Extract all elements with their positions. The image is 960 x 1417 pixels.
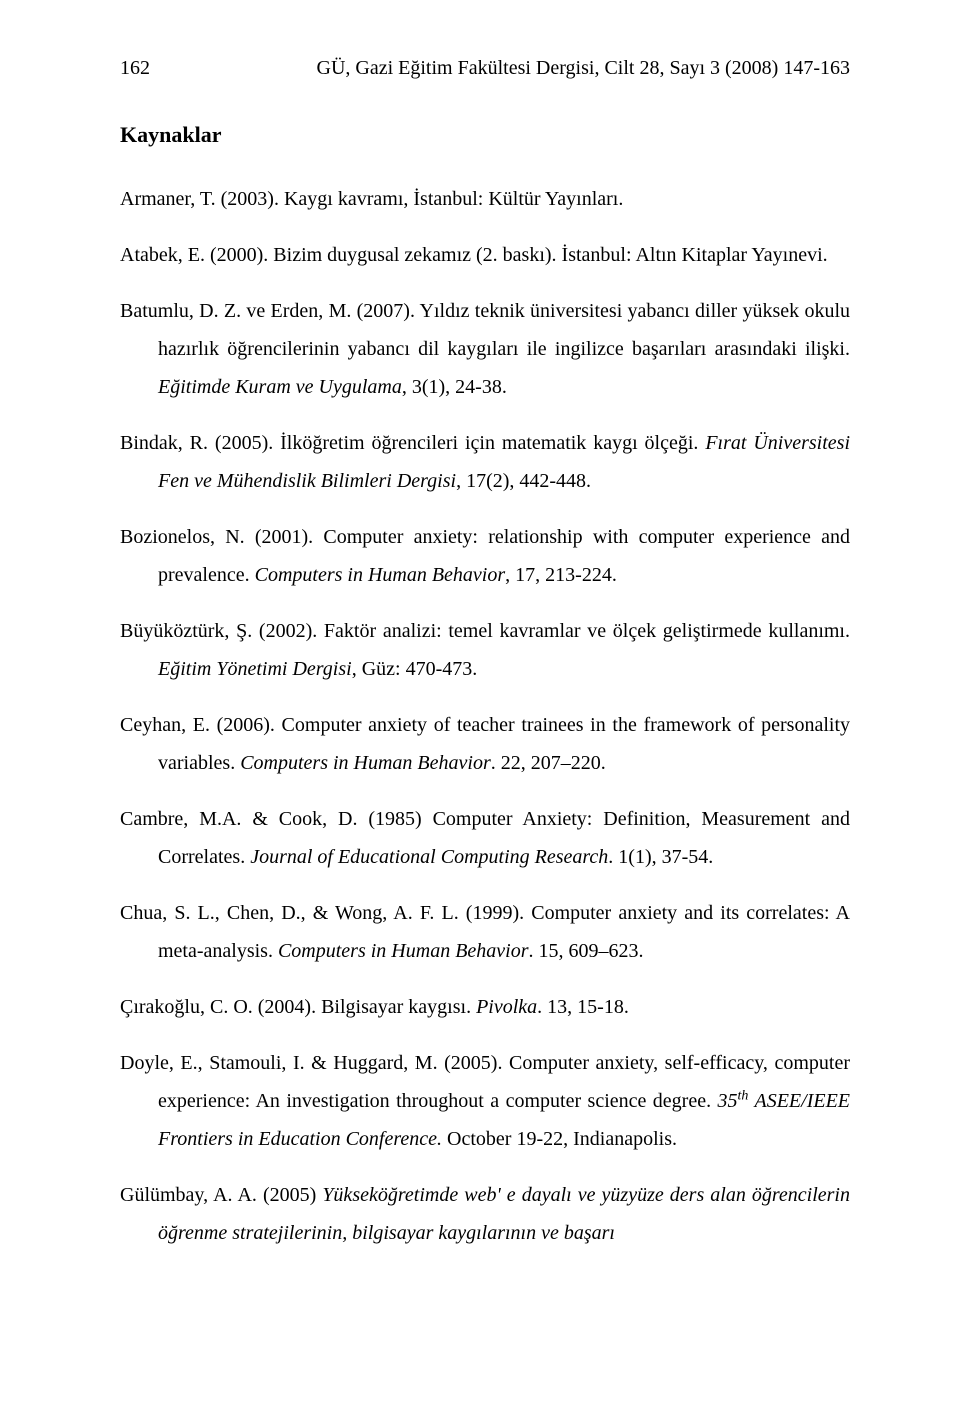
- ref-text: Büyüköztürk, Ş. (2002). Faktör analizi: …: [120, 620, 850, 642]
- ref-source: Computers in Human Behavior: [255, 564, 506, 586]
- reference-entry: Çırakoğlu, C. O. (2004). Bilgisayar kayg…: [120, 988, 850, 1026]
- ordinal-suffix: th: [738, 1088, 749, 1103]
- reference-entry: Gülümbay, A. A. (2005) Yükseköğretimde w…: [120, 1176, 850, 1252]
- conf-number: 35: [718, 1090, 738, 1112]
- ref-text: Batumlu, D. Z. ve Erden, M. (2007). Yıld…: [120, 300, 850, 360]
- reference-entry: Cambre, M.A. & Cook, D. (1985) Computer …: [120, 800, 850, 876]
- reference-entry: Batumlu, D. Z. ve Erden, M. (2007). Yıld…: [120, 292, 850, 406]
- ref-source: Computers in Human Behavior: [278, 940, 529, 962]
- ref-text: . 1(1), 37-54.: [608, 846, 713, 868]
- journal-title: GÜ, Gazi Eğitim Fakültesi Dergisi, Cilt …: [317, 56, 850, 80]
- ref-source: Journal of Educational Computing Researc…: [250, 846, 608, 868]
- page: 162 GÜ, Gazi Eğitim Fakültesi Dergisi, C…: [0, 0, 960, 1417]
- reference-entry: Bindak, R. (2005). İlköğretim öğrenciler…: [120, 424, 850, 500]
- ref-text: , 3(1), 24-38.: [402, 376, 507, 398]
- ref-text: . 15, 609–623.: [529, 940, 644, 962]
- ref-text: . 22, 207–220.: [491, 752, 606, 774]
- reference-entry: Doyle, E., Stamouli, I. & Huggard, M. (2…: [120, 1044, 850, 1158]
- ref-text: , Güz: 470-473.: [352, 658, 478, 680]
- references-heading: Kaynaklar: [120, 114, 850, 156]
- ref-text: October 19-22, Indianapolis.: [442, 1128, 677, 1150]
- ref-source: Pivolka: [476, 996, 537, 1018]
- ref-source: Computers in Human Behavior: [240, 752, 491, 774]
- ref-text: . 13, 15-18.: [537, 996, 629, 1018]
- reference-entry: Bozionelos, N. (2001). Computer anxiety:…: [120, 518, 850, 594]
- reference-entry: Armaner, T. (2003). Kaygı kavramı, İstan…: [120, 180, 850, 218]
- ref-text: Gülümbay, A. A. (2005): [120, 1184, 322, 1206]
- running-head: 162 GÜ, Gazi Eğitim Fakültesi Dergisi, C…: [120, 56, 850, 80]
- ref-text: Çırakoğlu, C. O. (2004). Bilgisayar kayg…: [120, 996, 476, 1018]
- reference-entry: Chua, S. L., Chen, D., & Wong, A. F. L. …: [120, 894, 850, 970]
- ref-text: , 17, 213-224.: [505, 564, 617, 586]
- ref-text: , 17(2), 442-448.: [456, 470, 591, 492]
- page-number: 162: [120, 56, 150, 80]
- reference-entry: Atabek, E. (2000). Bizim duygusal zekamı…: [120, 236, 850, 274]
- ref-text: Bindak, R. (2005). İlköğretim öğrenciler…: [120, 432, 705, 454]
- reference-entry: Ceyhan, E. (2006). Computer anxiety of t…: [120, 706, 850, 782]
- reference-entry: Büyüköztürk, Ş. (2002). Faktör analizi: …: [120, 612, 850, 688]
- ref-source: Eğitimde Kuram ve Uygulama: [158, 376, 402, 398]
- ref-source: Eğitim Yönetimi Dergisi: [158, 658, 352, 680]
